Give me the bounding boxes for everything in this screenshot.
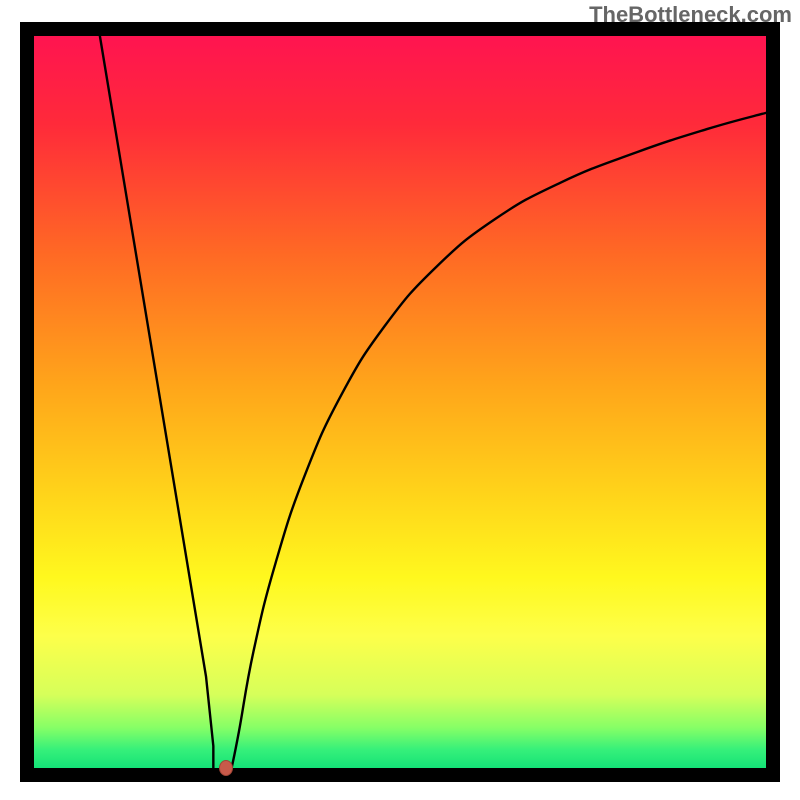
curve-left-branch — [100, 36, 213, 768]
plot-area — [34, 36, 766, 768]
bottleneck-curve — [34, 36, 766, 768]
watermark-text: TheBottleneck.com — [589, 2, 792, 28]
chart-canvas: TheBottleneck.com — [0, 0, 800, 800]
plot-border — [20, 22, 780, 782]
minimum-marker — [219, 760, 233, 776]
curve-right-branch — [232, 113, 766, 768]
